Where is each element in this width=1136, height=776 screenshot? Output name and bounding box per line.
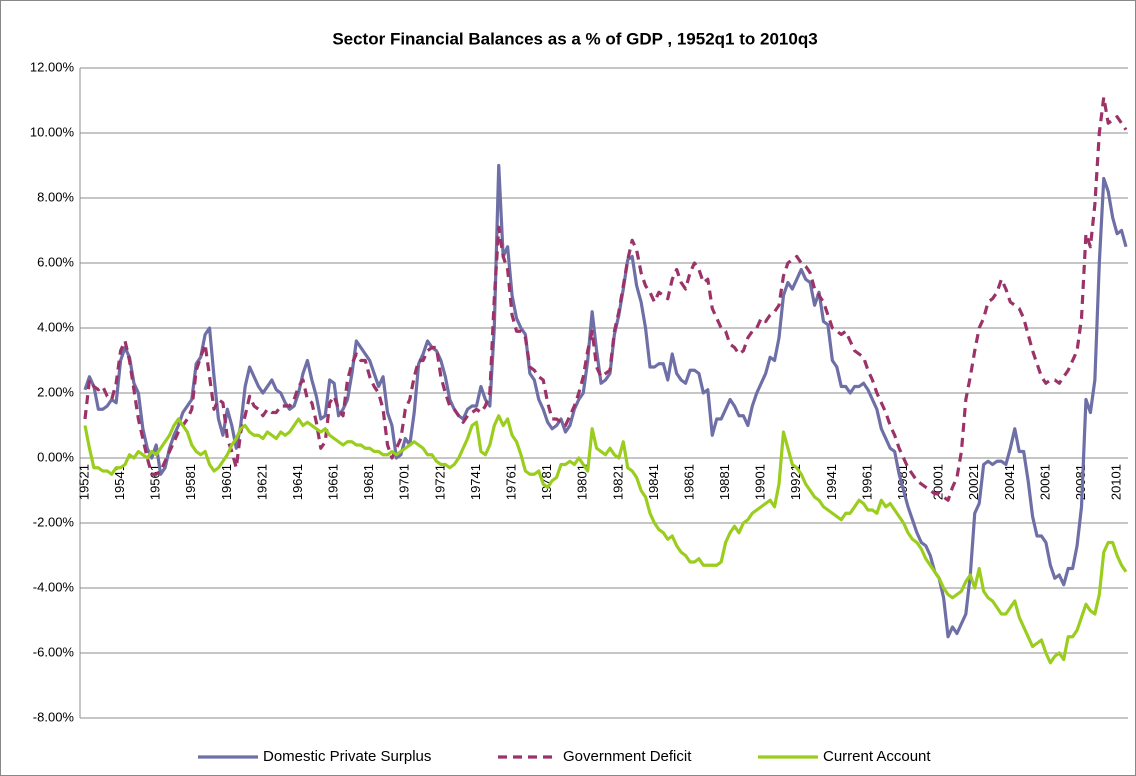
- x-tick-label: 19821: [610, 464, 625, 500]
- x-tick-label: 19681: [361, 464, 376, 500]
- x-tick-label: 20101: [1109, 464, 1124, 500]
- x-tick-label: 20021: [966, 464, 981, 500]
- y-tick-label: -4.00%: [33, 579, 75, 594]
- x-tick-label: 20041: [1002, 464, 1017, 500]
- x-tick-label: 19641: [290, 464, 305, 500]
- x-tick-label: 19581: [183, 464, 198, 500]
- legend-label: Current Account: [823, 748, 931, 765]
- x-tick-label: 19721: [432, 464, 447, 500]
- series-line: [83, 163, 1128, 639]
- x-tick-label: 19741: [468, 464, 483, 500]
- y-tick-label: 12.00%: [30, 59, 75, 74]
- x-tick-label: 19661: [326, 464, 341, 500]
- x-tick-label: 19961: [859, 464, 874, 500]
- series-line: [83, 414, 1128, 665]
- x-tick-label: 19881: [717, 464, 732, 500]
- x-tick-label: 19621: [254, 464, 269, 500]
- y-tick-label: 8.00%: [37, 189, 74, 204]
- x-tick-label: 19541: [112, 464, 127, 500]
- x-tick-label: 19941: [824, 464, 839, 500]
- y-tick-label: 6.00%: [37, 254, 74, 269]
- y-tick-label: -2.00%: [33, 514, 75, 529]
- x-tick-label: 20061: [1037, 464, 1052, 500]
- y-tick-label: 4.00%: [37, 319, 74, 334]
- x-tick-label: 19841: [646, 464, 661, 500]
- x-tick-label: 19601: [219, 464, 234, 500]
- y-tick-label: -8.00%: [33, 709, 75, 724]
- x-tick-label: 19781: [539, 464, 554, 500]
- x-tick-label: 19801: [575, 464, 590, 500]
- chart-title: Sector Financial Balances as a % of GDP …: [332, 29, 817, 48]
- x-tick-label: 20001: [931, 464, 946, 500]
- legend-label: Government Deficit: [563, 748, 692, 765]
- x-tick-label: 19901: [753, 464, 768, 500]
- x-tick-label: 19701: [397, 464, 412, 500]
- y-tick-label: 10.00%: [30, 124, 75, 139]
- x-tick-label: 19861: [681, 464, 696, 500]
- x-tick-label: 19761: [504, 464, 519, 500]
- y-tick-label: 2.00%: [37, 384, 74, 399]
- y-tick-label: 0.00%: [37, 449, 74, 464]
- x-tick-label: 19921: [788, 464, 803, 500]
- y-tick-label: -6.00%: [33, 644, 75, 659]
- series-line: [83, 95, 1128, 502]
- x-tick-label: 19521: [76, 464, 91, 500]
- legend-label: Domestic Private Surplus: [263, 748, 431, 765]
